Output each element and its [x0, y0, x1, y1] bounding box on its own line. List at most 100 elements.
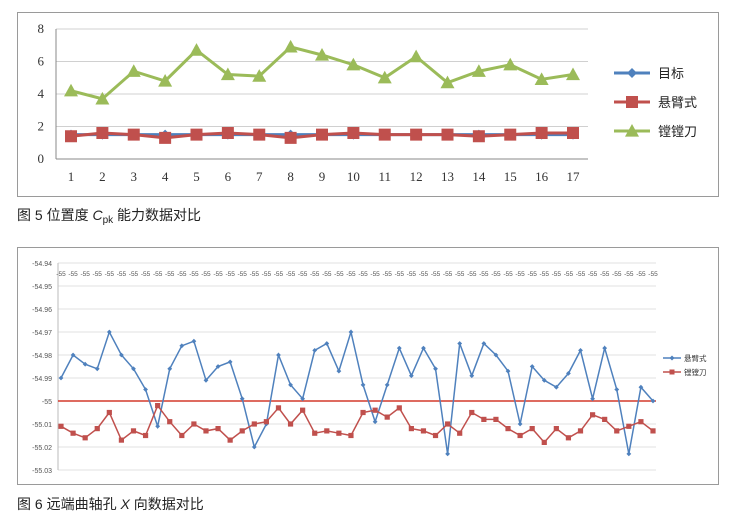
xdir-xtick-label: -55 — [250, 271, 260, 278]
xdir-data-point — [203, 428, 209, 434]
cpk-legend-marker — [625, 124, 639, 137]
xdir-data-point — [372, 407, 378, 413]
xdir-xtick-label: -55 — [515, 271, 525, 278]
chart-x-direction: -54.94-54.95-54.96-54.97-54.98-54.99-55-… — [32, 261, 707, 475]
xdir-xtick-label: -55 — [600, 271, 610, 278]
xdir-xtick-label: -55 — [358, 271, 368, 278]
cpk-ytick-label: 0 — [38, 151, 45, 166]
xdir-data-point — [481, 341, 487, 346]
xdir-data-point — [517, 421, 523, 427]
xdir-xtick-label: -55 — [552, 271, 562, 278]
cpk-data-point — [159, 131, 172, 144]
cpk-data-point — [220, 67, 235, 81]
xdir-data-point — [638, 419, 644, 425]
xdir-data-point — [142, 432, 149, 439]
cpk-data-point — [503, 57, 518, 71]
cpk-xtick-label: 17 — [567, 169, 581, 184]
xdir-xtick-label: -55 — [105, 271, 115, 278]
xdir-ytick-label: -55.02 — [32, 445, 52, 452]
xdir-data-point — [288, 382, 293, 388]
cpk-ytick-label: 8 — [38, 21, 45, 36]
xdir-data-point — [541, 377, 547, 383]
cpk-legend-label: 目标 — [658, 66, 684, 81]
xdir-data-point — [553, 384, 559, 390]
xdir-xtick-label: -55 — [225, 271, 235, 278]
xdir-xtick-label: -55 — [238, 271, 248, 278]
cpk-data-point — [534, 72, 549, 85]
figure-6-caption-prefix: 图 6 远端曲轴孔 — [17, 496, 121, 512]
xdir-legend-marker — [669, 355, 675, 361]
xdir-data-point — [602, 345, 608, 351]
cpk-data-point — [253, 128, 266, 141]
xdir-data-point — [94, 426, 100, 432]
chart-cpk-panel: 0 2 4 6 8 1 2 3 4 5 6 7 8 9 10 11 12 13 14 15 16 17 目标 悬臂式 镗镗刀 — [17, 12, 719, 197]
xdir-data-point — [167, 366, 173, 372]
xdir-data-point — [493, 352, 499, 358]
xdir-data-point — [82, 435, 88, 441]
xdir-data-point — [191, 421, 197, 427]
xdir-data-point — [191, 338, 197, 344]
cpk-data-point — [126, 64, 141, 77]
xdir-data-point — [457, 430, 463, 436]
xdir-xtick-label: -55 — [322, 271, 332, 278]
xdir-xtick-label: -55 — [540, 271, 550, 278]
xdir-data-point — [336, 368, 342, 374]
xdir-data-point — [421, 345, 426, 351]
xdir-xtick-label: -55 — [80, 271, 90, 278]
cpk-series-2 — [65, 127, 579, 144]
figure-6-caption: 图 6 远端曲轴孔 X 向数据对比 — [17, 494, 204, 514]
figure-5-caption: 图 5 位置度 Cpk 能力数据对比 — [17, 205, 201, 226]
xdir-xtick-label: -55 — [201, 271, 211, 278]
xdir-xtick-label: -55 — [491, 271, 501, 278]
xdir-data-point — [251, 421, 257, 427]
xdir-xtick-label: -55 — [419, 271, 429, 278]
xdir-ytick-label: -54.94 — [32, 261, 52, 268]
cpk-xtick-label: 16 — [535, 169, 549, 184]
xdir-xtick-label: -55 — [213, 271, 223, 278]
xdir-data-point — [433, 366, 438, 372]
cpk-data-point — [96, 127, 109, 139]
cpk-series-3 — [64, 39, 580, 105]
cpk-data-point — [472, 130, 485, 143]
cpk-data-point — [378, 128, 391, 141]
xdir-xtick-label: -55 — [407, 271, 417, 278]
xdir-xtick-label: -55 — [93, 271, 103, 278]
cpk-data-point — [127, 128, 140, 141]
cpk-xtick-label: 2 — [99, 169, 106, 184]
cpk-legend-label: 镗镗刀 — [658, 124, 697, 139]
xdir-data-point — [481, 416, 487, 422]
xdir-data-point — [553, 426, 559, 432]
xdir-data-point — [239, 428, 245, 434]
cpk-legend-label: 悬臂式 — [658, 95, 697, 110]
cpk-data-point — [567, 127, 579, 139]
xdir-data-point — [155, 403, 161, 409]
xdir-data-point — [179, 432, 185, 439]
xdir-data-point — [227, 437, 233, 443]
xdir-xtick-label: -55 — [274, 271, 284, 278]
xdir-data-point — [312, 430, 318, 436]
figure-5-caption-sub: pk — [102, 215, 114, 226]
xdir-data-point — [275, 405, 282, 411]
xdir-ytick-label: -55.01 — [32, 422, 52, 429]
cpk-data-point — [410, 128, 423, 141]
cpk-data-point — [65, 130, 77, 143]
xdir-xtick-label: -55 — [68, 271, 78, 278]
xdir-data-point — [324, 428, 330, 434]
xdir-xtick-label: -55 — [395, 271, 405, 278]
xdir-legend-marker — [669, 369, 675, 375]
cpk-data-point — [347, 127, 360, 139]
cpk-xtick-label: 4 — [162, 169, 169, 184]
cpk-data-point — [190, 128, 203, 141]
xdir-legend-entry: 镗镗刀 — [663, 367, 707, 377]
xdir-data-point — [336, 430, 342, 436]
xdir-ytick-label: -55.03 — [32, 468, 52, 475]
xdir-data-point — [493, 416, 499, 422]
xdir-data-point — [638, 384, 644, 390]
xdir-data-point — [372, 419, 378, 425]
xdir-data-point — [360, 409, 366, 416]
cpk-xtick-label: 14 — [472, 169, 486, 184]
xdir-data-point — [565, 435, 572, 441]
xdir-data-point — [590, 396, 595, 402]
cpk-data-point — [189, 43, 204, 56]
